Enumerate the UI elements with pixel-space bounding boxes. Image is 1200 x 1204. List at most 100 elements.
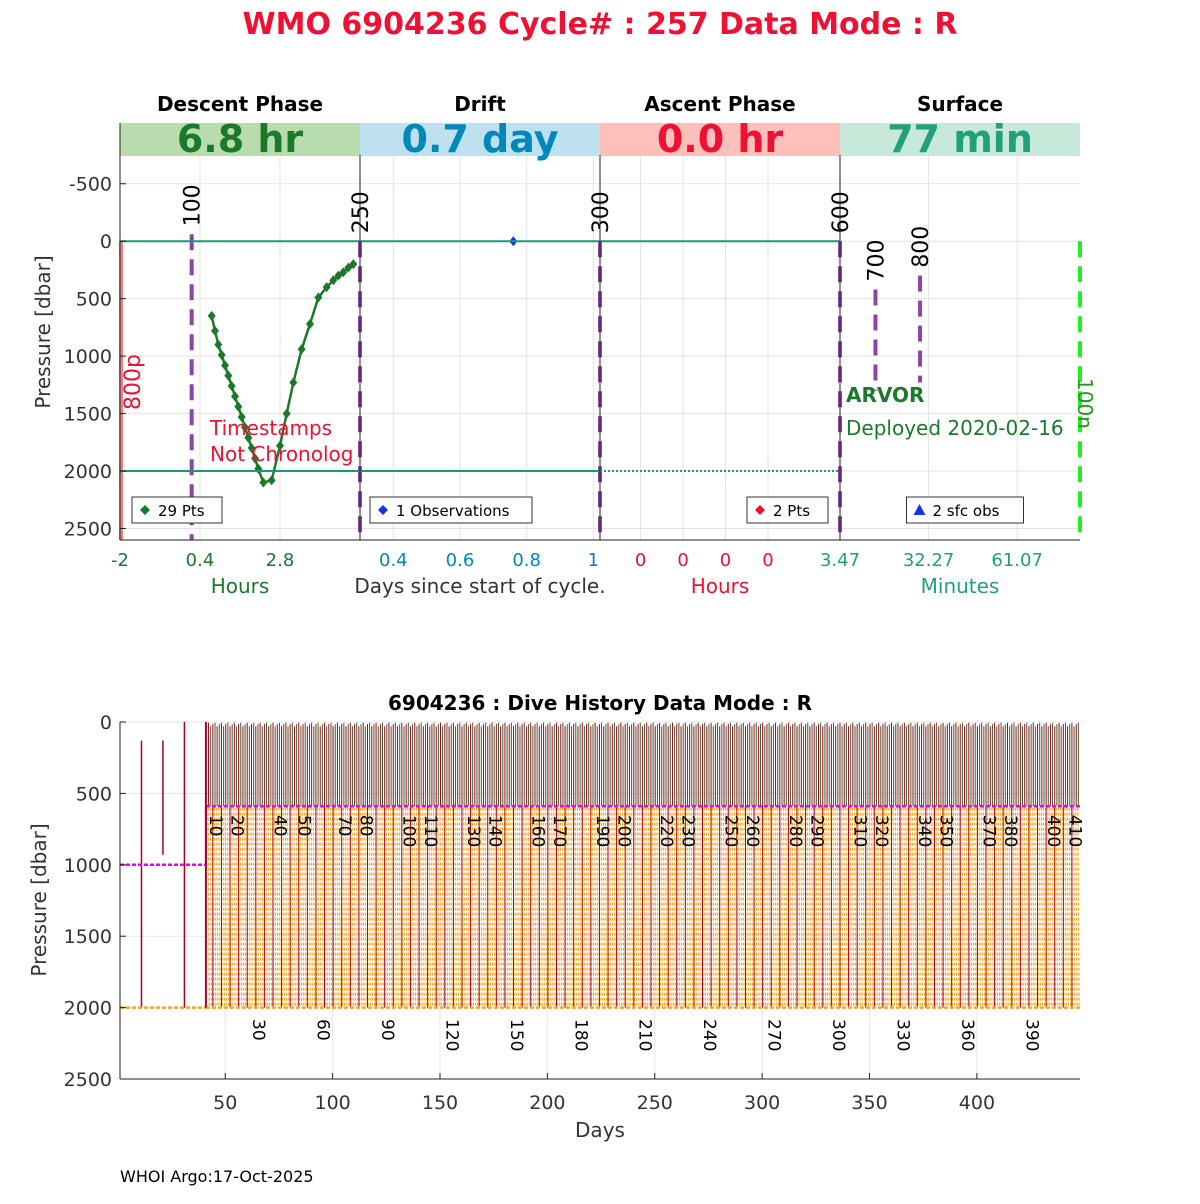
cycle-number-label: 410	[1064, 815, 1084, 847]
cycle-number-label: 40	[270, 815, 290, 837]
dive-descent-trace	[319, 807, 322, 1008]
dive-descent-trace	[370, 807, 374, 1008]
dive-descent-trace	[982, 807, 986, 1008]
dive-descent-trace	[795, 807, 799, 1008]
dive-descent-trace	[282, 807, 286, 1008]
dive-descent-trace	[454, 807, 457, 1008]
dive-descent-trace	[656, 807, 659, 1008]
dive-descent-trace	[664, 807, 668, 1008]
descent-profile-point	[329, 275, 338, 286]
descent-profile-point	[297, 344, 306, 355]
y-tick-label: 500	[76, 289, 112, 311]
cycle-number-label: 200	[613, 815, 633, 847]
dive-descent-trace	[276, 807, 279, 1008]
dive-descent-trace	[316, 807, 320, 1008]
cycle-number-label: 360	[957, 1019, 977, 1051]
dive-descent-trace	[1049, 807, 1052, 1008]
descent-profile-point	[247, 443, 256, 454]
dive-descent-trace	[583, 807, 586, 1008]
dive-descent-trace	[1055, 807, 1059, 1008]
dive-descent-trace	[933, 807, 936, 1008]
x-tick-label: 400	[959, 1092, 995, 1114]
cycle-number-label: 180	[570, 1019, 590, 1051]
dive-descent-trace	[888, 807, 891, 1008]
y-tick-label: 2500	[64, 519, 112, 541]
legend-marker	[140, 505, 150, 515]
dive-descent-trace	[465, 807, 468, 1008]
legend-box	[906, 496, 1024, 524]
dive-descent-trace	[499, 807, 503, 1008]
dive-descent-trace	[336, 807, 339, 1008]
dive-descent-trace	[654, 807, 657, 1008]
cycle-number-label: 130	[463, 815, 483, 847]
dive-descent-trace	[858, 807, 861, 1008]
x-tick-label: 3.47	[820, 550, 860, 571]
dive-descent-trace	[503, 807, 507, 1008]
dive-descent-trace	[480, 807, 483, 1008]
dive-descent-trace	[387, 807, 391, 1008]
descent-profile-point	[244, 432, 253, 443]
dive-descent-trace	[1010, 807, 1014, 1008]
dive-descent-trace	[323, 807, 326, 1008]
descent-profile-point	[314, 292, 323, 303]
dive-descent-trace	[1060, 807, 1063, 1008]
descent-profile-point	[259, 477, 268, 488]
cycle-number-label: 250	[721, 815, 741, 847]
dive-descent-trace	[572, 807, 576, 1008]
dive-descent-trace	[851, 807, 855, 1008]
y-tick-label: 0	[100, 712, 112, 734]
dive-descent-trace	[613, 807, 616, 1008]
dive-descent-trace	[581, 807, 584, 1008]
cycle-number-label: 70	[334, 815, 354, 837]
phase-title: Surface	[917, 92, 1003, 116]
y-tick-label: 0	[100, 231, 112, 253]
dive-descent-trace	[752, 807, 756, 1008]
dive-descent-trace	[551, 807, 554, 1008]
dive-descent-trace	[634, 807, 638, 1008]
dive-descent-trace	[750, 807, 754, 1008]
dive-descent-trace	[939, 807, 943, 1008]
dive-descent-trace	[948, 807, 951, 1008]
dive-descent-trace	[755, 807, 758, 1008]
dive-descent-trace	[286, 807, 290, 1008]
dive-descent-trace	[667, 807, 670, 1008]
dive-descent-trace	[765, 807, 769, 1008]
cycle-number-label: 210	[635, 1019, 655, 1051]
cycle-number-label: 100	[398, 815, 418, 847]
y-tick-label: 1000	[64, 346, 112, 368]
dive-descent-trace	[596, 807, 599, 1008]
dive-descent-trace	[362, 807, 365, 1008]
dive-descent-trace	[609, 807, 612, 1008]
dive-descent-trace	[931, 807, 934, 1008]
x-tick-label: 32.27	[903, 550, 955, 571]
dive-descent-trace	[460, 807, 464, 1008]
phase-header-band	[120, 123, 360, 156]
dive-descent-trace	[965, 807, 969, 1008]
dive-descent-trace	[763, 807, 767, 1008]
dive-descent-trace	[321, 807, 324, 1008]
dive-descent-trace	[922, 807, 926, 1008]
cycle-number-label: 90	[377, 1019, 397, 1041]
dive-descent-trace	[407, 807, 410, 1008]
cycle-number-label: 230	[678, 815, 698, 847]
dive-descent-trace	[338, 807, 341, 1008]
dive-descent-trace	[563, 807, 567, 1008]
legend-label: 2 Pts	[773, 502, 810, 520]
dive-descent-trace	[325, 807, 329, 1008]
dive-descent-trace	[374, 807, 378, 1008]
dive-descent-trace	[916, 807, 919, 1008]
dive-descent-trace	[967, 807, 971, 1008]
dive-descent-trace	[604, 807, 608, 1008]
dive-descent-trace	[673, 807, 677, 1008]
dive-descent-trace	[1077, 807, 1080, 1008]
dive-descent-trace	[935, 807, 939, 1008]
dive-descent-trace	[669, 807, 672, 1008]
dive-descent-trace	[718, 807, 722, 1008]
dive-descent-trace	[508, 807, 511, 1008]
dive-descent-trace	[875, 807, 878, 1008]
cycle-number-label: 60	[313, 1019, 333, 1041]
dive-descent-trace	[806, 807, 810, 1008]
dive-descent-trace	[896, 807, 900, 1008]
phase-title: Ascent Phase	[644, 92, 795, 116]
dive-descent-trace	[995, 807, 999, 1008]
